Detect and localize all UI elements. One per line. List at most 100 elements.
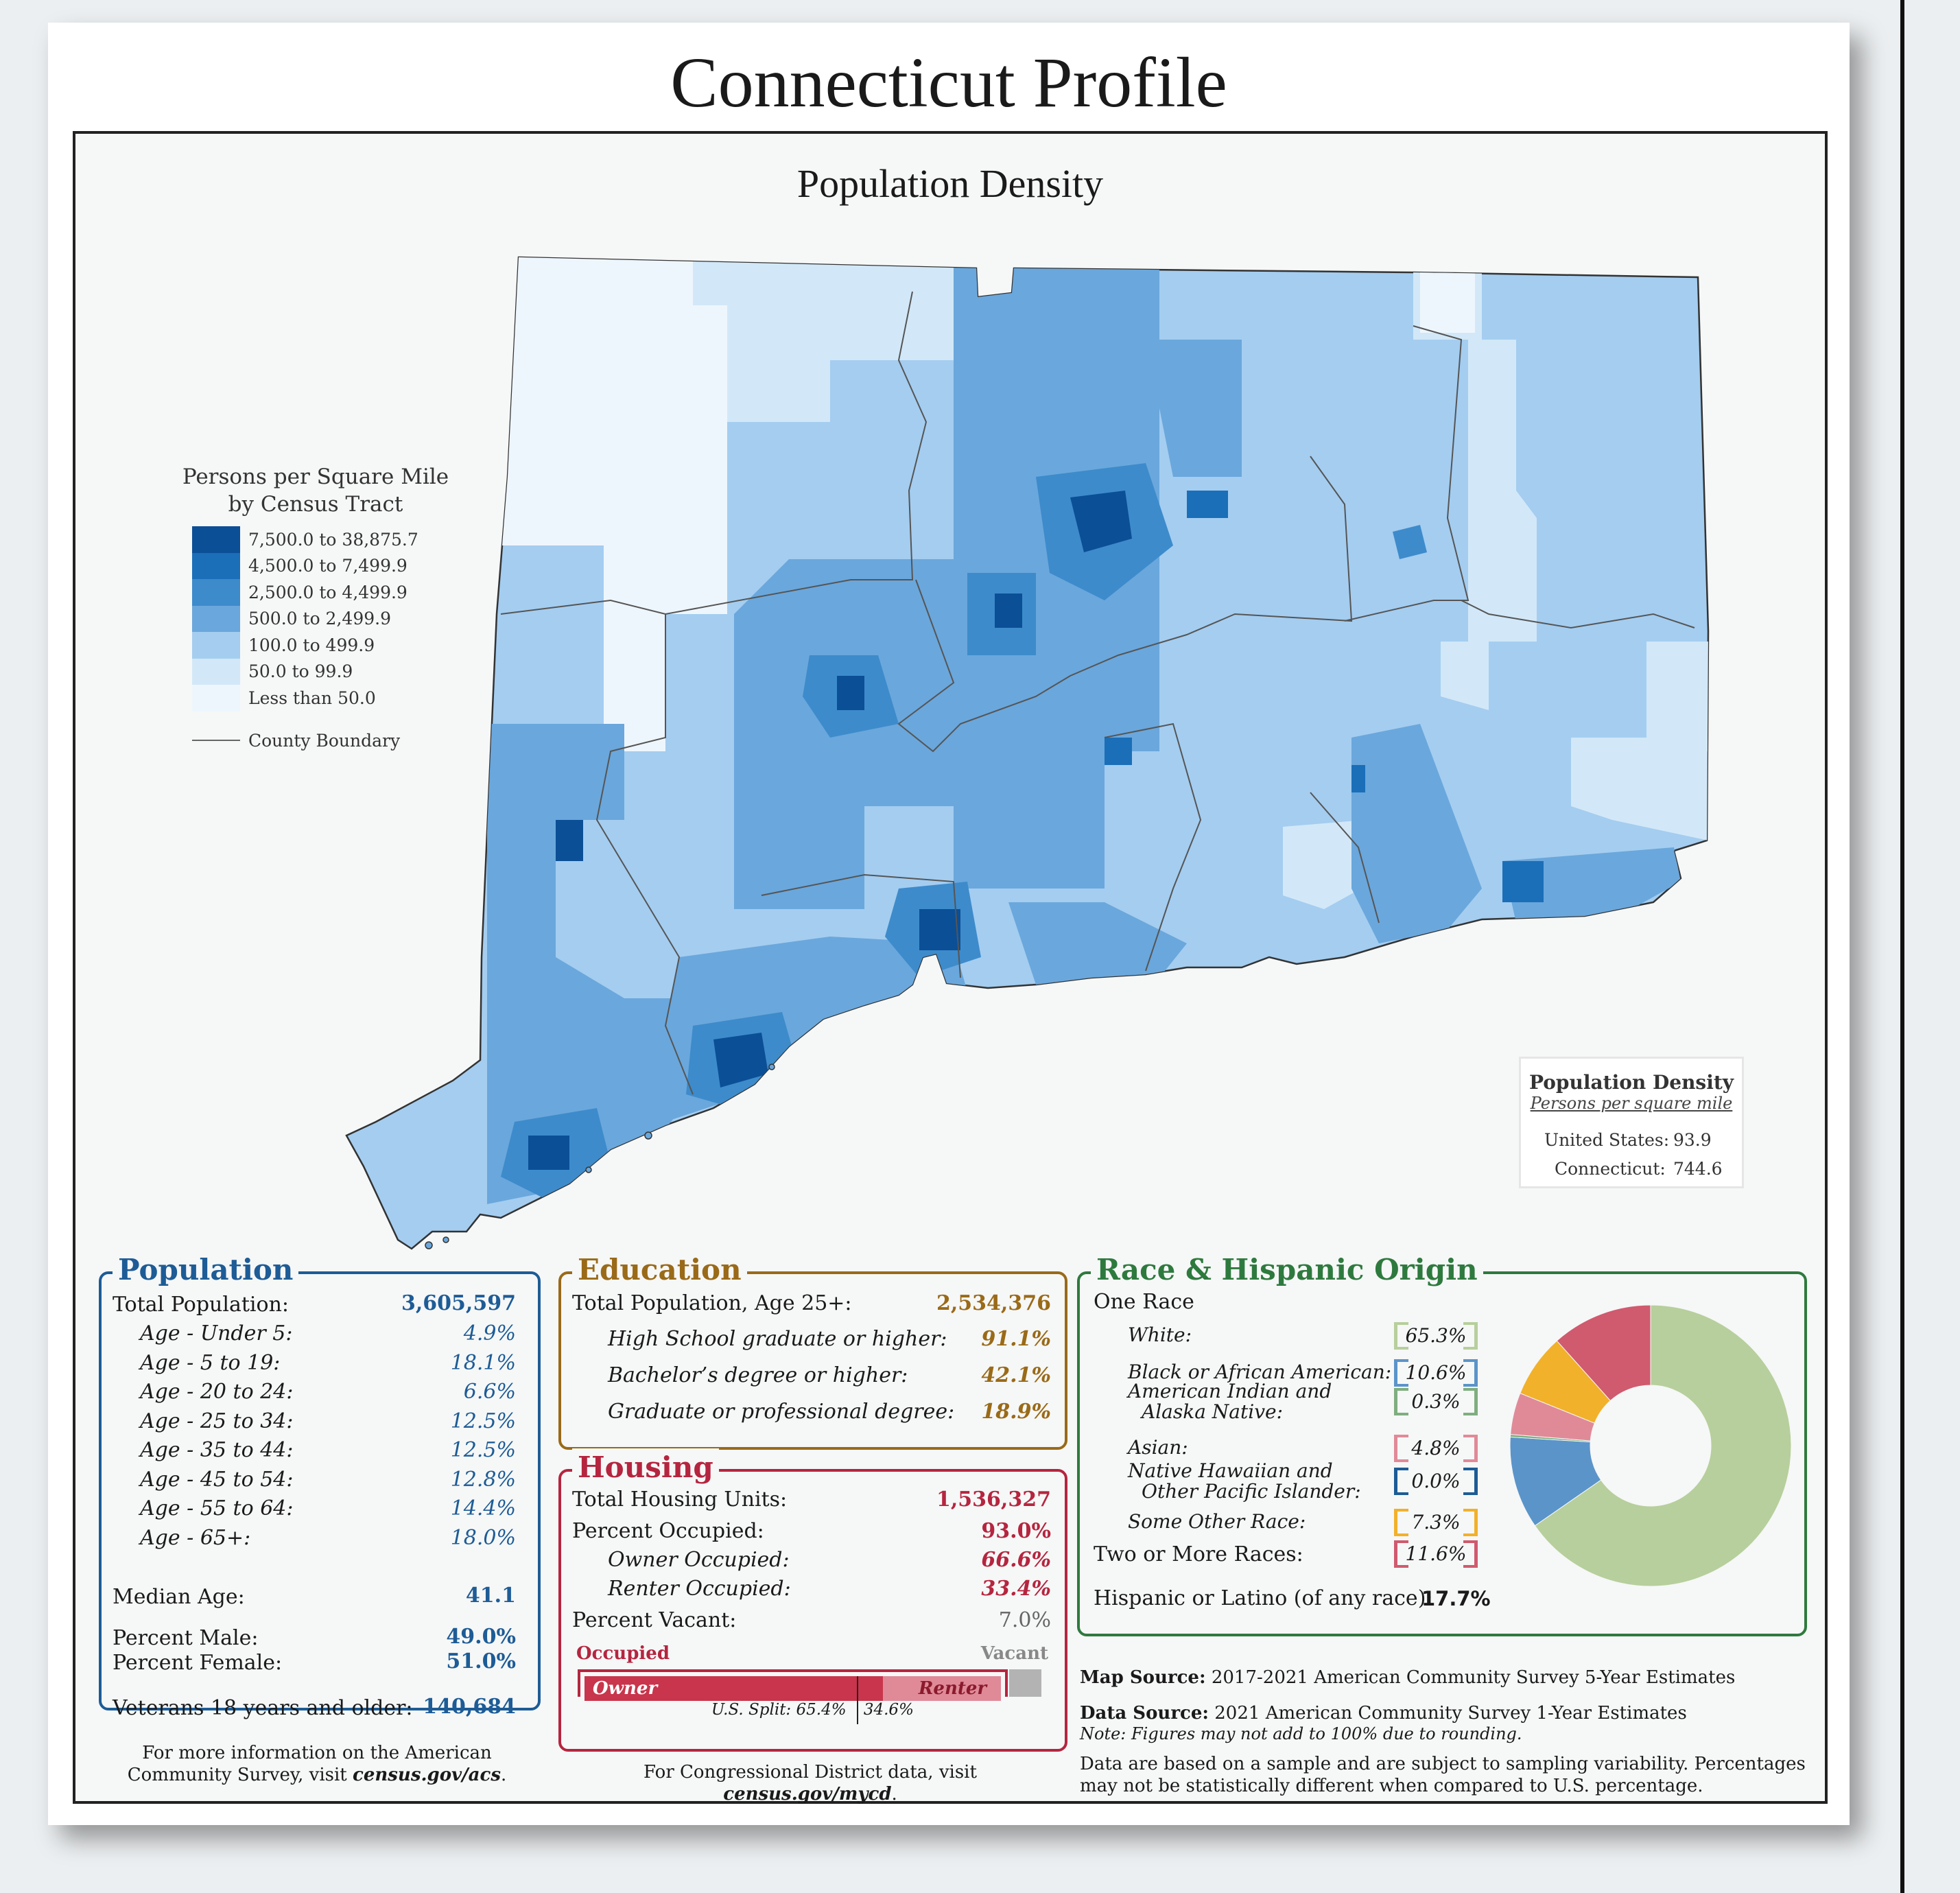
- legend-swatch: [192, 685, 240, 712]
- rounding-note: Note: Figures may not add to 100% due to…: [1080, 1724, 1522, 1743]
- legend-class-label: 2,500.0 to 4,499.9: [248, 582, 408, 602]
- renter-occupied-label: Renter Occupied:: [608, 1577, 791, 1601]
- age-label: Age - Under 5:: [140, 1321, 293, 1345]
- owner-bar-label: Owner: [593, 1678, 658, 1699]
- legend-class-row: 7,500.0 to 38,875.7: [192, 526, 460, 553]
- occupied-value: 93.0%: [981, 1519, 1051, 1543]
- map-legend: Persons per Square Mile by Census Tract …: [172, 463, 460, 751]
- density-ct-value: 744.6: [1673, 1159, 1723, 1179]
- density-region: [1008, 902, 1187, 985]
- owner-occupied-value: 66.6%: [981, 1548, 1051, 1572]
- age-value: 6.6%: [463, 1380, 516, 1404]
- percent-male-label: Percent Male:: [113, 1626, 259, 1650]
- education-total-label: Total Population, Age 25+:: [572, 1291, 852, 1315]
- density-region: [1105, 738, 1132, 765]
- connecticut-map: [345, 256, 1710, 1250]
- cd-footnote-period: .: [891, 1784, 897, 1804]
- race-value: 4.8%: [1394, 1435, 1478, 1462]
- legend-title-line1: Persons per Square Mile: [182, 465, 449, 489]
- acs-link[interactable]: census.gov/acs: [353, 1765, 501, 1785]
- legend-class-row: Less than 50.0: [192, 685, 460, 712]
- density-region: [1420, 271, 1475, 333]
- occupancy-bar: Owner Renter: [578, 1669, 1041, 1724]
- race-label-line1: Some Other Race:: [1128, 1510, 1306, 1533]
- population-panel: Population Total Population: 3,605,597 A…: [99, 1251, 541, 1720]
- density-region: [1187, 491, 1228, 518]
- legend-swatch: [192, 579, 240, 606]
- total-population-value: 3,605,597: [401, 1291, 516, 1315]
- race-value: 10.6%: [1394, 1359, 1478, 1387]
- age-label: Age - 55 to 64:: [140, 1496, 294, 1520]
- vacant-bar-segment: [1008, 1669, 1041, 1697]
- legend-class-row: 50.0 to 99.9: [192, 658, 460, 685]
- acs-footnote-line2: Community Survey, visit census.gov/acs.: [99, 1764, 535, 1786]
- race-label-line1: Black or African American:: [1128, 1361, 1392, 1383]
- cd-footnote-text: For Congressional District data, visit: [644, 1762, 977, 1783]
- two-more-label: Two or More Races:: [1094, 1542, 1303, 1566]
- boundary-line-swatch: [192, 740, 240, 741]
- two-more-value: 11.6%: [1394, 1540, 1478, 1568]
- density-region: [556, 820, 583, 861]
- density-region: [837, 676, 864, 710]
- education-row-value: 91.1%: [981, 1327, 1051, 1351]
- age-value: 12.5%: [450, 1438, 516, 1462]
- renter-bar-label: Renter: [918, 1678, 987, 1699]
- profile-sheet: Connecticut Profile Population Density: [48, 23, 1850, 1825]
- age-label: Age - 35 to 44:: [140, 1438, 294, 1462]
- density-region: [1571, 738, 1708, 840]
- acs-footnote-period: .: [500, 1765, 507, 1785]
- density-region: [494, 257, 727, 751]
- density-region: [1441, 642, 1489, 710]
- age-value: 18.0%: [450, 1525, 516, 1550]
- density-region: [1646, 642, 1708, 751]
- age-label: Age - 45 to 54:: [140, 1467, 294, 1492]
- housing-units-value: 1,536,327: [936, 1488, 1051, 1512]
- legend-swatch: [192, 632, 240, 659]
- legend-swatch: [192, 552, 240, 579]
- legend-class-label: 7,500.0 to 38,875.7: [248, 529, 418, 550]
- housing-panel: Housing Total Housing Units: 1,536,327 P…: [558, 1448, 1067, 1752]
- bar-vacant-label: Vacant: [980, 1643, 1048, 1664]
- legend-swatch: [192, 605, 240, 632]
- race-label: Asian:: [1128, 1437, 1188, 1458]
- hispanic-label: Hispanic or Latino (of any race):: [1094, 1586, 1433, 1610]
- race-label: Some Other Race:: [1128, 1512, 1306, 1532]
- us-split-label: U.S. Split: 65.4%: [711, 1701, 847, 1719]
- median-age-value: 41.1: [465, 1584, 516, 1608]
- race-label-line1: Native Hawaiian and: [1128, 1459, 1333, 1482]
- education-title: Education: [572, 1251, 747, 1289]
- legend-class-row: 2,500.0 to 4,499.9: [192, 579, 460, 606]
- race-label: American Indian and Alaska Native:: [1128, 1381, 1332, 1422]
- density-region: [528, 1136, 569, 1170]
- race-label: Black or African American:: [1128, 1362, 1391, 1383]
- housing-title: Housing: [572, 1448, 719, 1487]
- density-region: [1393, 525, 1427, 559]
- education-row-label: Graduate or professional degree:: [608, 1400, 955, 1424]
- density-us-value: 93.9: [1673, 1130, 1712, 1150]
- age-value: 4.9%: [463, 1321, 516, 1345]
- mycd-link[interactable]: census.gov/mycd: [723, 1784, 892, 1804]
- race-donut-chart: [1509, 1304, 1792, 1587]
- age-label: Age - 5 to 19:: [140, 1350, 281, 1375]
- data-source-text: 2021 American Community Survey 1-Year Es…: [1209, 1703, 1687, 1724]
- race-value: 7.3%: [1394, 1509, 1478, 1536]
- data-source: Data Source: 2021 American Community Sur…: [1080, 1702, 1821, 1724]
- education-panel: Education Total Population, Age 25+: 2,5…: [558, 1251, 1067, 1450]
- density-ct-label: Connecticut:: [1555, 1159, 1666, 1179]
- race-label-line2: Alaska Native:: [1142, 1400, 1284, 1423]
- page-title: Connecticut Profile: [670, 43, 1227, 122]
- veterans-label: Veterans 18 years and older:: [113, 1696, 413, 1720]
- vacant-value: 7.0%: [998, 1608, 1051, 1632]
- density-summary-box: Population Density Persons per square mi…: [1519, 1057, 1744, 1188]
- age-value: 18.1%: [450, 1350, 516, 1375]
- donut-hole: [1590, 1385, 1711, 1506]
- one-race-label: One Race: [1094, 1290, 1194, 1314]
- legend-class-label: Less than 50.0: [248, 687, 376, 708]
- race-value: 0.0%: [1394, 1468, 1478, 1495]
- density-region: [995, 593, 1022, 628]
- race-label-line2: Other Pacific Islander:: [1142, 1480, 1361, 1503]
- density-region: [1351, 765, 1365, 792]
- percent-female-label: Percent Female:: [113, 1651, 283, 1675]
- county-boundaries: [500, 291, 1695, 1095]
- legend-class-label: 4,500.0 to 7,499.9: [248, 556, 408, 576]
